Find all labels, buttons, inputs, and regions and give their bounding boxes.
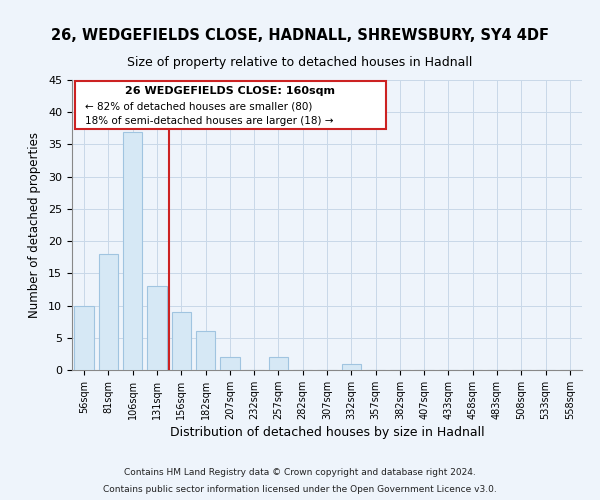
X-axis label: Distribution of detached houses by size in Hadnall: Distribution of detached houses by size … [170, 426, 484, 439]
Bar [74, 306, 94, 370]
Bar [341, 364, 361, 370]
Text: ← 82% of detached houses are smaller (80): ← 82% of detached houses are smaller (80… [85, 102, 312, 112]
Text: 18% of semi-detached houses are larger (18) →: 18% of semi-detached houses are larger (… [85, 116, 333, 126]
Bar [123, 132, 142, 370]
Text: Size of property relative to detached houses in Hadnall: Size of property relative to detached ho… [127, 56, 473, 69]
Text: Contains public sector information licensed under the Open Government Licence v3: Contains public sector information licen… [103, 484, 497, 494]
Text: Contains HM Land Registry data © Crown copyright and database right 2024.: Contains HM Land Registry data © Crown c… [124, 468, 476, 477]
Bar [196, 332, 215, 370]
FancyBboxPatch shape [74, 82, 386, 130]
Text: 26 WEDGEFIELDS CLOSE: 160sqm: 26 WEDGEFIELDS CLOSE: 160sqm [125, 86, 335, 96]
Bar [172, 312, 191, 370]
Bar [99, 254, 118, 370]
Bar [220, 357, 239, 370]
Bar [147, 286, 167, 370]
Y-axis label: Number of detached properties: Number of detached properties [28, 132, 41, 318]
Text: 26, WEDGEFIELDS CLOSE, HADNALL, SHREWSBURY, SY4 4DF: 26, WEDGEFIELDS CLOSE, HADNALL, SHREWSBU… [51, 28, 549, 42]
Bar [269, 357, 288, 370]
